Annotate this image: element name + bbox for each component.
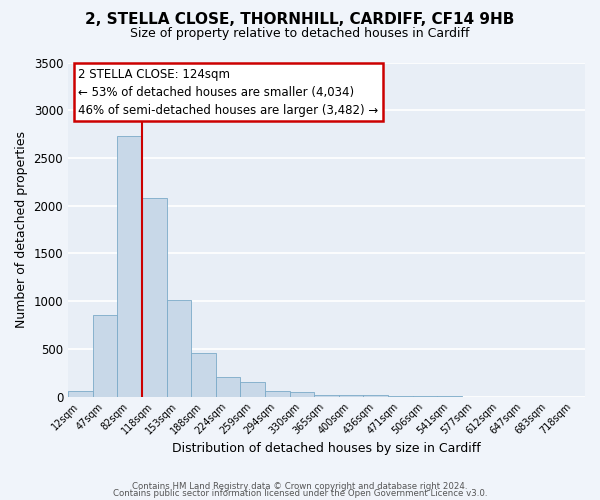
Bar (191, 352, 216, 397)
Bar (241, 382, 265, 396)
Bar (142, 198, 167, 396)
Bar (216, 376, 241, 396)
X-axis label: Distribution of detached houses by size in Cardiff: Distribution of detached houses by size … (172, 442, 481, 455)
Y-axis label: Number of detached properties: Number of detached properties (15, 131, 28, 328)
Text: 2, STELLA CLOSE, THORNHILL, CARDIFF, CF14 9HB: 2, STELLA CLOSE, THORNHILL, CARDIFF, CF1… (85, 12, 515, 28)
Bar (265, 392, 290, 396)
Bar (314, 394, 339, 396)
Bar (92, 316, 117, 396)
Bar (339, 395, 364, 396)
Bar (290, 392, 314, 396)
Bar (68, 392, 92, 396)
Bar (117, 136, 142, 396)
Text: Contains HM Land Registry data © Crown copyright and database right 2024.: Contains HM Land Registry data © Crown c… (132, 482, 468, 491)
Bar (167, 300, 191, 396)
Text: 2 STELLA CLOSE: 124sqm
← 53% of detached houses are smaller (4,034)
46% of semi-: 2 STELLA CLOSE: 124sqm ← 53% of detached… (79, 68, 379, 116)
Text: Size of property relative to detached houses in Cardiff: Size of property relative to detached ho… (130, 28, 470, 40)
Text: Contains public sector information licensed under the Open Government Licence v3: Contains public sector information licen… (113, 490, 487, 498)
